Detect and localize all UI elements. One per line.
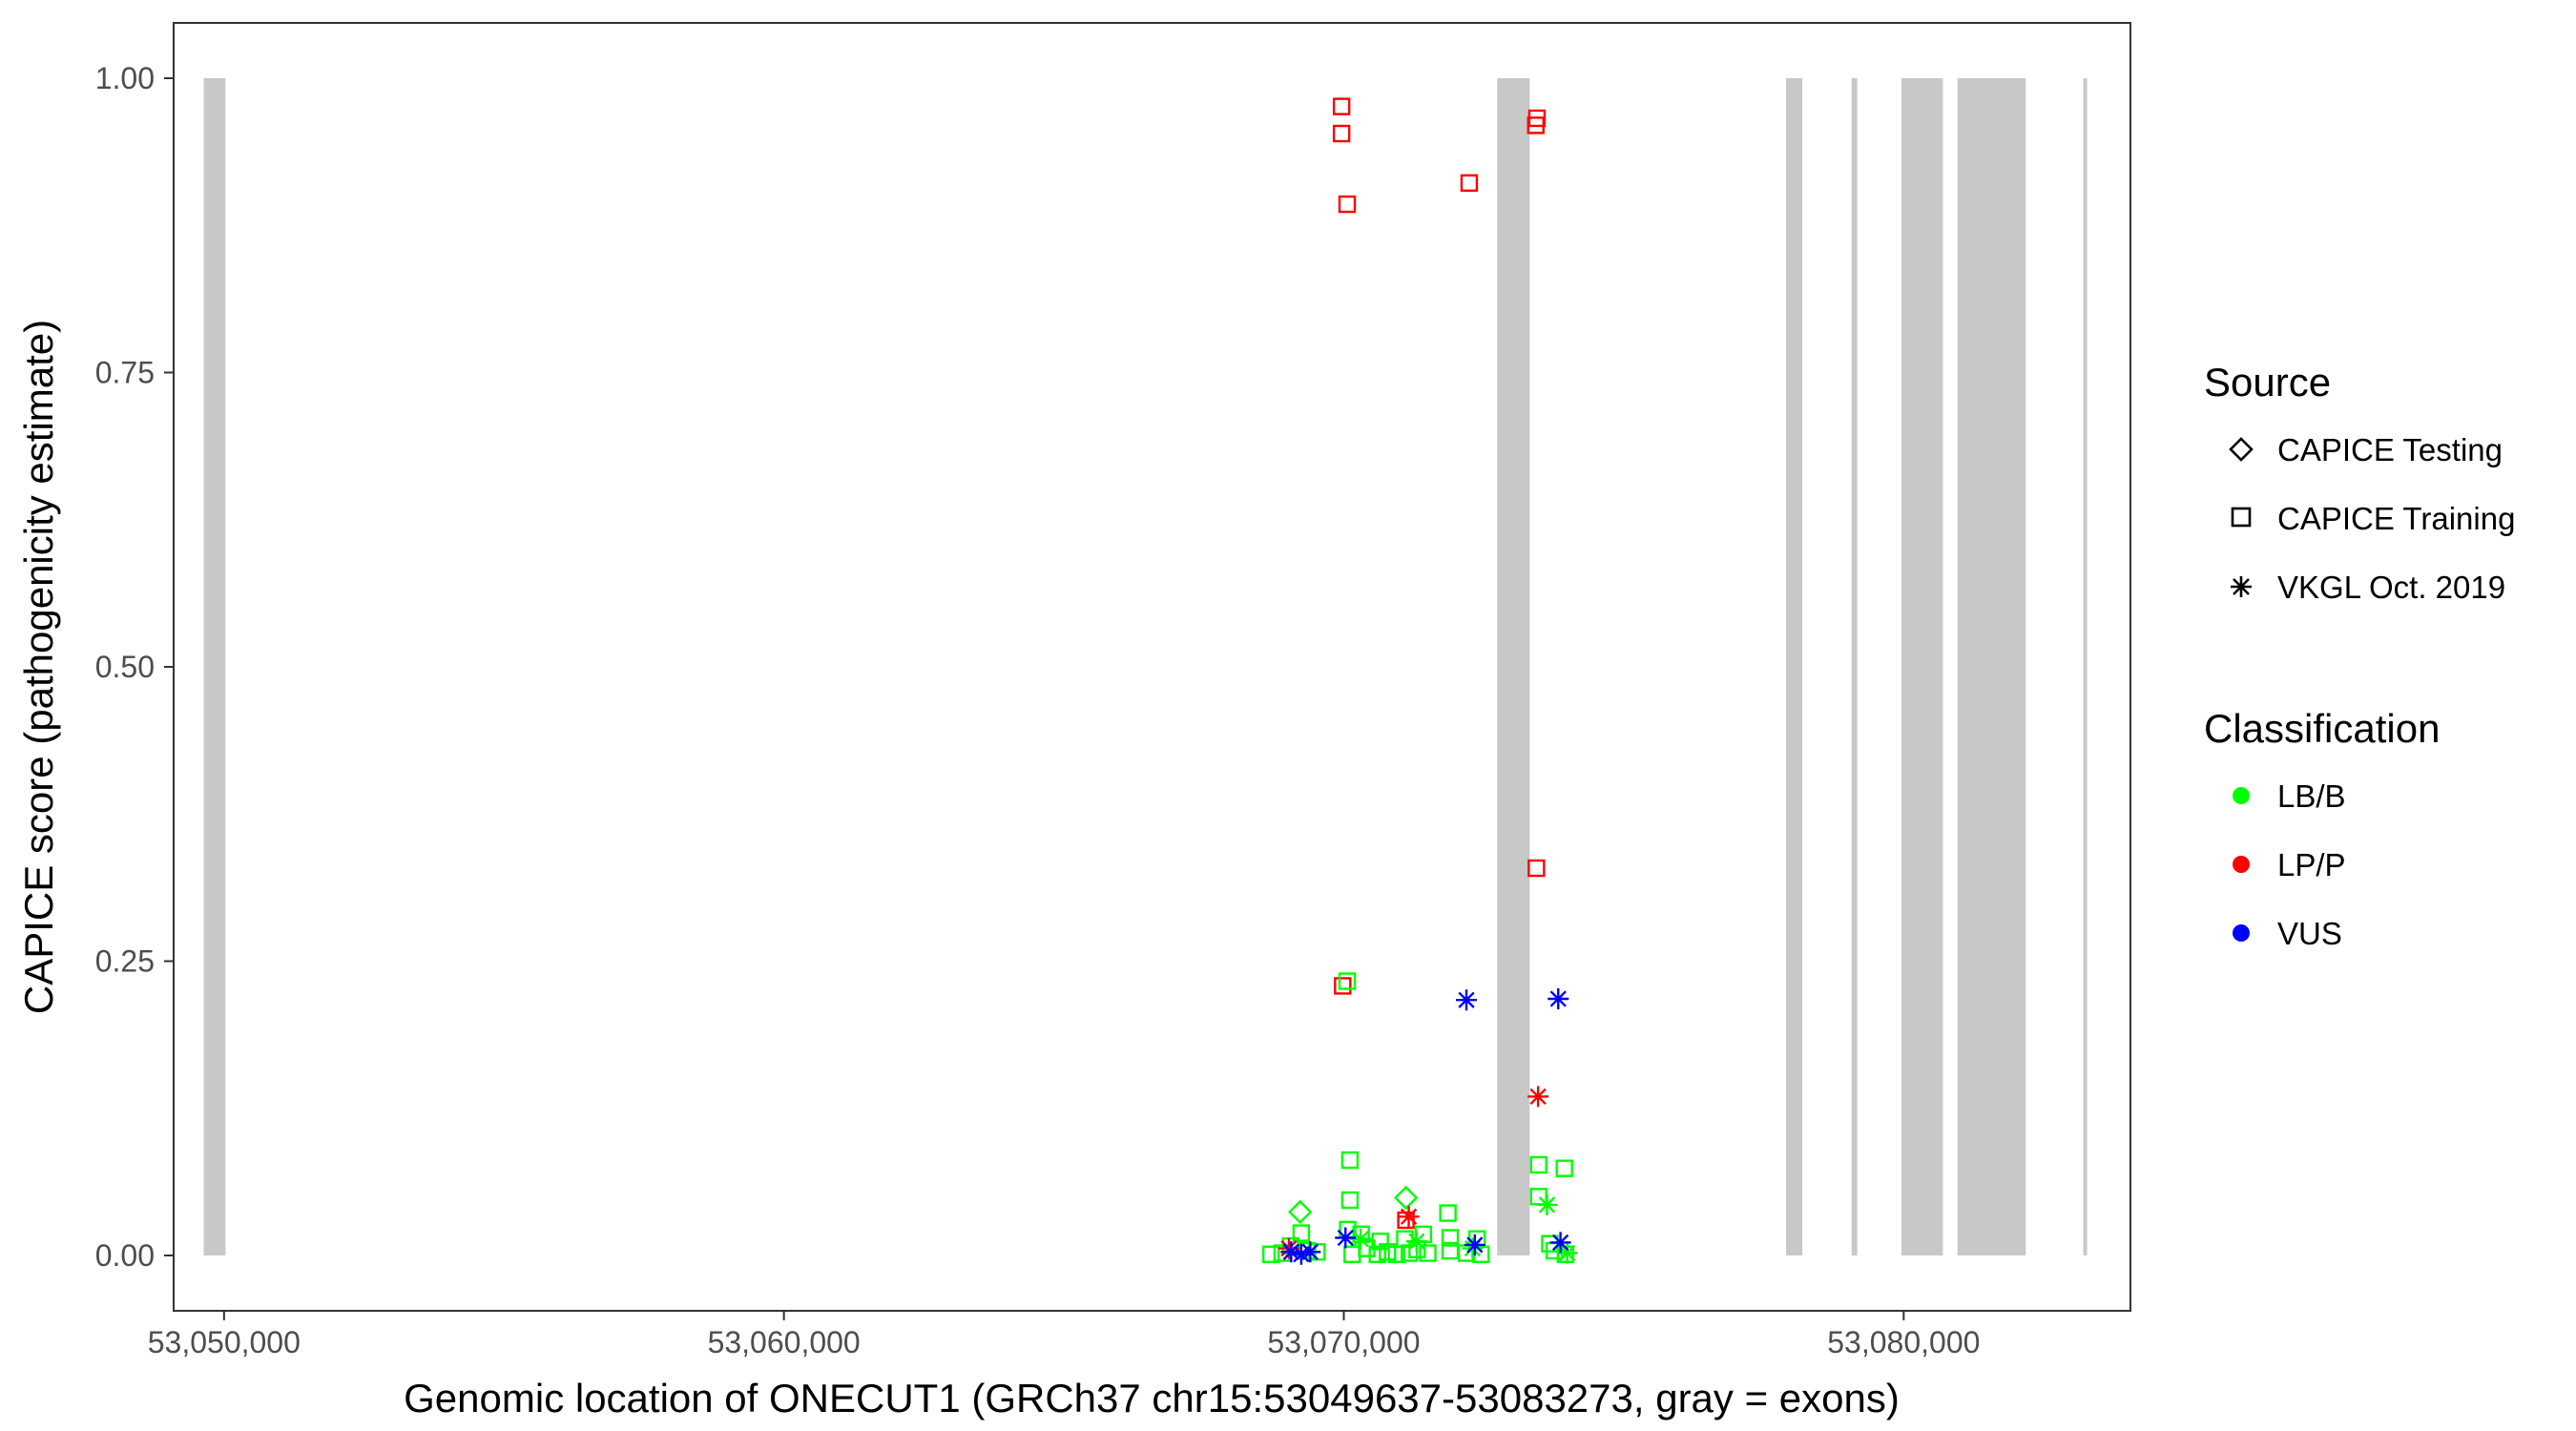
data-point-asterisk [1299,1241,1321,1263]
data-point-square [1358,1239,1376,1257]
data-point-square [1332,124,1351,143]
x-axis: 53,050,000 53,060,000 53,070,000 53,080,000 [148,1311,1980,1359]
x-tick-label: 53,080,000 [1827,1325,1980,1359]
data-point-asterisk [1280,1241,1302,1263]
legend-asterisk-icon [2231,576,2252,597]
legend-class-label: LB/B [2277,778,2346,814]
legend-source-label: CAPICE Testing [2277,432,2503,467]
data-point-asterisk [1398,1206,1420,1228]
data-point-square [1292,1224,1311,1242]
data-point-square [1439,1204,1457,1222]
y-tick-label: 1.00 [95,61,155,95]
y-tick-label: 0.25 [95,944,155,979]
legend-dot-icon [2233,787,2250,804]
data-point-diamond [1288,1199,1313,1225]
data-point-diamond [1393,1185,1419,1211]
exon-bar [1786,77,1803,1256]
legend-item-capice-testing: CAPICE Testing [2229,432,2503,467]
data-point-square [1368,1245,1386,1263]
data-point-asterisk [1290,1243,1312,1265]
data-point-square [1379,1243,1397,1261]
data-point-asterisk [1536,1193,1558,1215]
legend-source-title: Source [2204,360,2331,404]
data-point-square [1340,1151,1360,1170]
y-axis-title: CAPICE score (pathogenicity estimate) [16,320,61,1014]
data-point-asterisk [1335,1227,1357,1249]
x-tick-label: 53,070,000 [1267,1325,1420,1359]
exon-bar [1851,77,1858,1256]
data-point-square [1338,972,1357,990]
data-point-square [1441,1229,1460,1247]
y-tick-label: 0.75 [95,355,155,389]
legend: Source CAPICE Testing CAPICE Training VK… [2204,360,2515,951]
y-tick-label: 0.00 [95,1238,155,1273]
data-point-square [1332,97,1351,115]
data-point-square [1527,859,1546,878]
data-point-asterisk [1549,1232,1571,1254]
legend-diamond-icon [2229,437,2254,462]
panel-background [174,23,2130,1311]
data-point-square [1419,1244,1437,1262]
legend-source-label: VKGL Oct. 2019 [2277,570,2505,605]
exon-bar [1901,77,1943,1256]
y-tick-label: 0.50 [95,650,155,684]
exon-bar [203,77,226,1256]
data-point-square [1338,195,1357,214]
data-point-asterisk [1527,1086,1549,1108]
data-point-square [1460,174,1479,193]
legend-class-label: LP/P [2277,847,2346,882]
x-tick-label: 53,050,000 [148,1325,301,1359]
y-axis: 0.00 0.25 0.50 0.75 1.00 [95,61,174,1273]
data-point-asterisk [1556,1242,1578,1264]
x-axis-title: Genomic location of ONECUT1 (GRCh37 chr1… [404,1376,1900,1421]
data-point-square [1334,977,1352,995]
data-point-square [1387,1245,1405,1263]
x-tick-label: 53,060,000 [708,1325,861,1359]
data-point-square [1555,1159,1573,1177]
legend-dot-icon [2233,856,2250,873]
exon-bar [1497,77,1530,1256]
data-point-asterisk [1464,1234,1485,1255]
exon-bar [1957,77,2026,1256]
point-layer [1262,97,1578,1265]
legend-item-vkgl: VKGL Oct. 2019 [2231,570,2505,605]
legend-class-label: VUS [2277,916,2342,951]
data-point-asterisk [1456,989,1478,1011]
data-point-square [1340,1191,1360,1210]
legend-source-label: CAPICE Training [2277,501,2515,536]
data-point-square [1397,1211,1415,1230]
data-point-asterisk [1350,1228,1372,1250]
legend-dot-icon [2233,924,2250,942]
legend-item-capice-training: CAPICE Training [2231,501,2515,536]
legend-square-icon [2231,507,2252,528]
legend-item-lbb: LB/B [2233,778,2346,814]
legend-classification-title: Classification [2204,706,2440,751]
legend-item-lpp: LP/P [2233,847,2346,882]
data-point-square [1527,116,1545,135]
data-point-square [1298,1241,1317,1260]
legend-item-vus: VUS [2233,916,2342,951]
data-point-asterisk [1405,1231,1427,1253]
data-point-asterisk [1548,987,1569,1009]
data-point-square [1529,1155,1548,1174]
data-point-square [1262,1245,1280,1263]
exon-bar [2083,77,2088,1256]
exon-layer [203,77,2088,1256]
